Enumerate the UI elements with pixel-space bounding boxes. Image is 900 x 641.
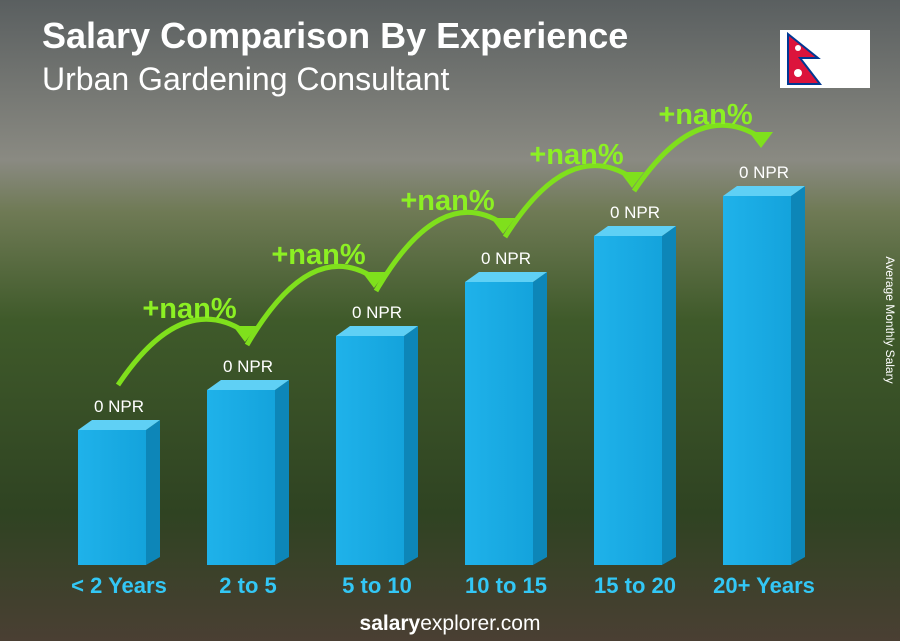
change-arrow xyxy=(373,209,505,293)
bar-top xyxy=(336,326,418,336)
bar-side xyxy=(404,326,418,565)
bar xyxy=(723,196,791,565)
axis-label: Average Monthly Salary xyxy=(883,256,897,383)
arrow-head xyxy=(362,272,386,288)
bar xyxy=(207,390,275,565)
bar xyxy=(465,282,533,565)
value-label: 0 NPR xyxy=(352,303,402,322)
category-label: 5 to 10 xyxy=(342,573,412,598)
value-label: 0 NPR xyxy=(94,397,144,416)
category-label: 10 to 15 xyxy=(465,573,547,598)
change-arrow xyxy=(631,122,763,193)
brand-bold: salary xyxy=(360,612,421,635)
value-label: 0 NPR xyxy=(223,357,273,376)
bar-side xyxy=(791,186,805,565)
change-arrow xyxy=(244,263,376,347)
category-label: 20+ Years xyxy=(713,573,815,598)
bar-top xyxy=(78,420,160,430)
brand: salaryexplorer.com xyxy=(360,612,541,635)
value-label: 0 NPR xyxy=(610,203,660,222)
bar-top xyxy=(465,272,547,282)
arrow-head xyxy=(233,326,257,342)
value-label: 0 NPR xyxy=(739,163,789,182)
arrow-head xyxy=(749,132,773,148)
change-arrow xyxy=(115,316,247,387)
change-label: +nan% xyxy=(142,293,236,325)
bar xyxy=(594,236,662,565)
category-label: 2 to 5 xyxy=(219,573,276,598)
change-label: +nan% xyxy=(529,139,623,171)
change-label: +nan% xyxy=(658,99,752,131)
flag xyxy=(780,30,870,88)
arrow-head xyxy=(620,172,644,188)
bar xyxy=(78,430,146,565)
bar-side xyxy=(533,272,547,565)
bar xyxy=(336,336,404,565)
bar-side xyxy=(275,380,289,565)
change-label: +nan% xyxy=(400,185,494,217)
brand-rest: explorer.com xyxy=(420,612,540,635)
category-label: 15 to 20 xyxy=(594,573,676,598)
category-label: < 2 Years xyxy=(71,573,167,598)
bar-top xyxy=(594,226,676,236)
bar-side xyxy=(146,420,160,565)
value-label: 0 NPR xyxy=(481,249,531,268)
change-label: +nan% xyxy=(271,239,365,271)
arrow-head xyxy=(491,218,515,234)
bar-top xyxy=(723,186,805,196)
bars: 0 NPR < 2 Years 0 NPR 2 to 5 0 NPR 5 to 10 0 N… xyxy=(71,99,815,598)
title: Salary Comparison By Experience xyxy=(42,15,628,56)
subtitle: Urban Gardening Consultant xyxy=(42,61,449,97)
change-arrow xyxy=(502,163,634,239)
bar-top xyxy=(207,380,289,390)
bar-side xyxy=(662,226,676,565)
